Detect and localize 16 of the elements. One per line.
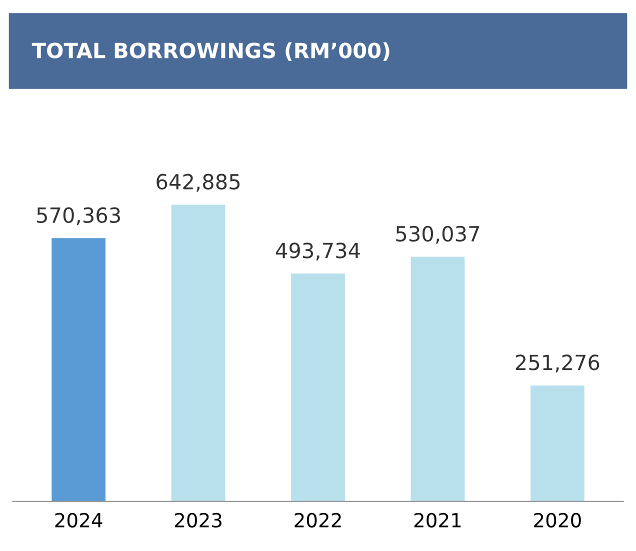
x-tick-label: 2024 [55,512,102,528]
bar [171,204,226,502]
chart-title: TOTAL BORROWINGS (RM’000) [32,42,390,61]
x-tick-label: 2022 [294,512,341,528]
data-label: 251,276 [516,354,600,372]
bar [52,238,106,502]
data-label: 642,885 [156,174,240,192]
x-tick-label: 2021 [414,512,461,528]
x-tick-label: 2023 [174,512,222,528]
data-label: 530,037 [396,226,480,244]
x-tick-label: 2020 [534,512,581,528]
data-label: 570,363 [37,207,120,226]
bar [530,385,584,502]
data-label: 493,734 [276,242,360,261]
bar [410,256,465,502]
bar [291,274,345,502]
